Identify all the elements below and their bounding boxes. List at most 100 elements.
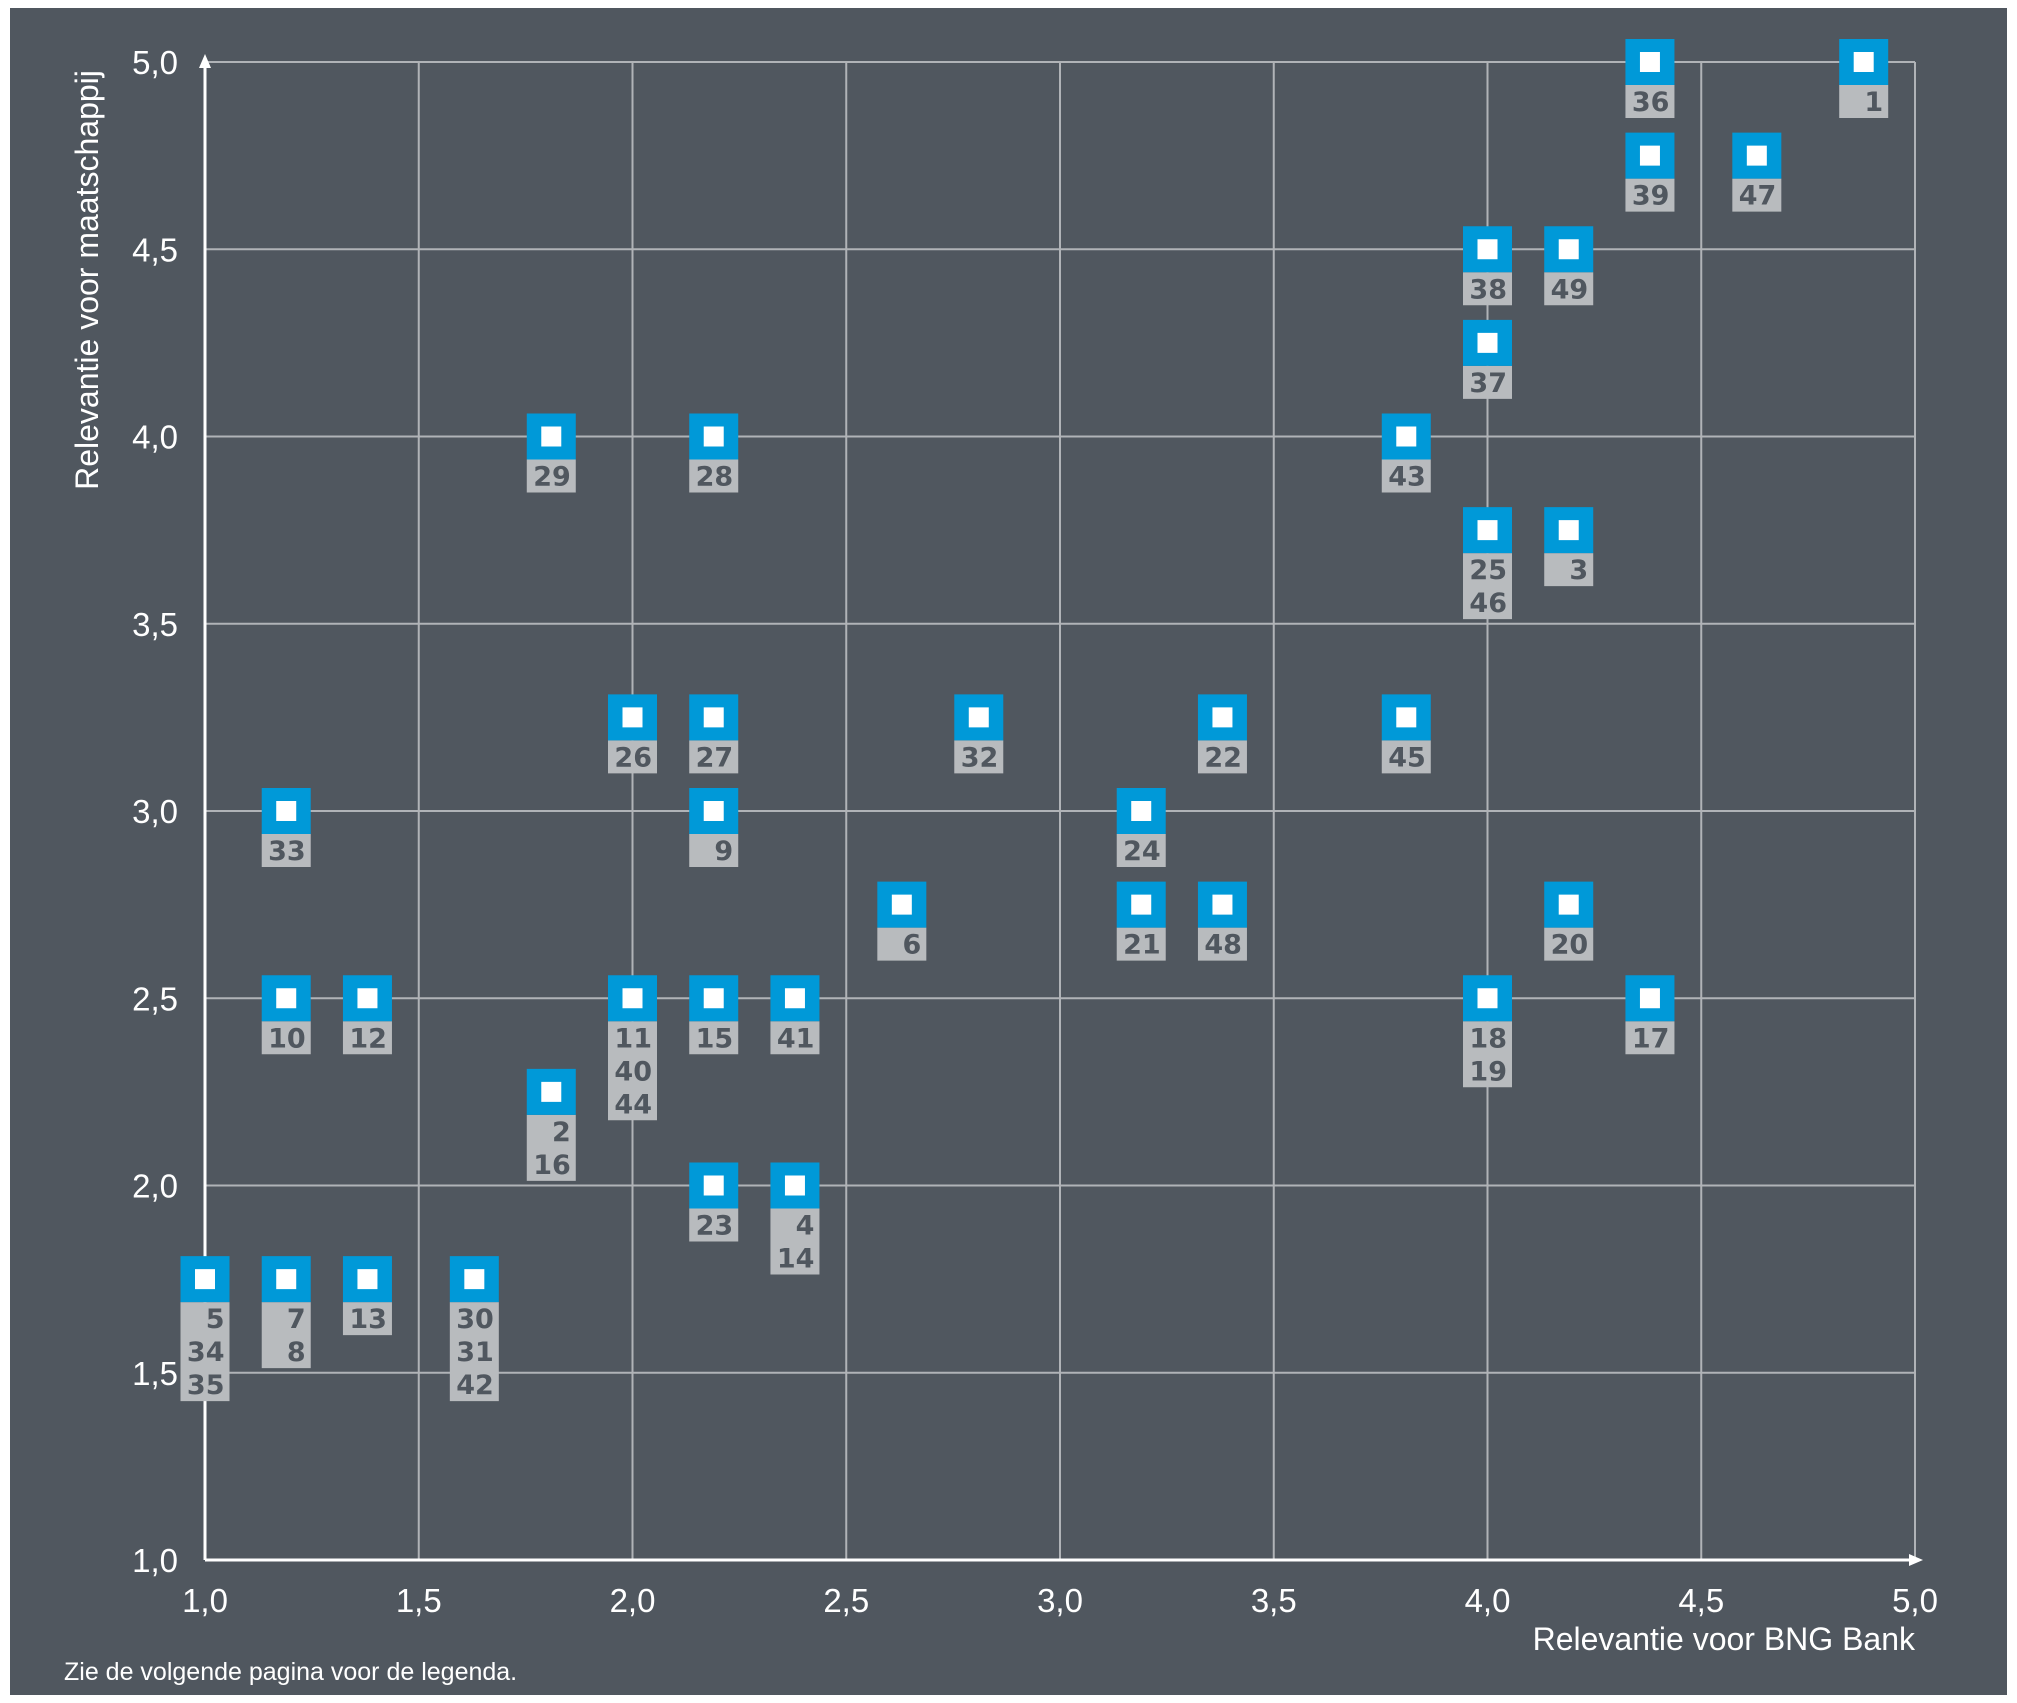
point-label: 5: [206, 1304, 225, 1335]
data-point: 49: [1544, 226, 1594, 306]
point-label: 26: [614, 742, 652, 773]
y-axis-arrow: [199, 54, 211, 68]
point-label-box: [526, 459, 576, 493]
data-point: 22: [1197, 694, 1247, 774]
point-marker-inner: [541, 1081, 562, 1102]
point-label: 17: [1632, 1023, 1670, 1054]
point-marker-inner: [1131, 894, 1152, 915]
point-marker-inner: [276, 1269, 297, 1290]
point-label-box: [1463, 553, 1512, 620]
point-label: 47: [1739, 181, 1777, 212]
point-marker-inner: [1212, 707, 1233, 728]
point-label: 32: [961, 742, 999, 773]
point-label-box: [689, 740, 739, 774]
point-label-box: [1463, 365, 1512, 399]
data-point: 216: [526, 1068, 576, 1181]
data-point: 38: [1463, 226, 1512, 306]
point-marker-inner: [1558, 894, 1579, 915]
point-label-box: [526, 1114, 576, 1181]
point-marker-inner: [1746, 145, 1767, 166]
point-label: 21: [1123, 930, 1161, 961]
point-label: 6: [903, 930, 922, 961]
point-marker-inner: [622, 988, 643, 1009]
data-point: 28: [689, 413, 739, 493]
point-label: 12: [349, 1023, 387, 1054]
point-marker-inner: [1477, 520, 1498, 541]
point-label-box: [180, 1302, 230, 1402]
point-marker-inner: [703, 426, 724, 447]
point-label: 36: [1632, 87, 1670, 118]
data-point: 32: [954, 694, 1004, 774]
point-label: 39: [1632, 181, 1670, 212]
point-label: 16: [533, 1150, 571, 1181]
point-label-box: [954, 740, 1004, 774]
point-label-box: [1544, 927, 1594, 961]
point-label-box: [261, 1021, 311, 1055]
x-tick-label: 2,0: [610, 1582, 656, 1619]
x-tick-label: 4,5: [1678, 1582, 1724, 1619]
point-marker-inner: [1639, 988, 1660, 1009]
y-tick-label: 2,0: [132, 1168, 178, 1205]
data-point: 48: [1197, 881, 1247, 961]
point-marker-inner: [195, 1269, 215, 1290]
y-tick-label: 1,0: [132, 1542, 178, 1579]
point-label-box: [1116, 927, 1166, 961]
point-label-box: [261, 1302, 311, 1369]
point-marker-inner: [622, 707, 643, 728]
point-marker-inner: [276, 801, 297, 821]
chart-panel: [10, 8, 2007, 1695]
point-label: 23: [696, 1211, 734, 1242]
point-label: 10: [268, 1023, 306, 1054]
point-label: 28: [696, 462, 734, 493]
y-axis-label: Relevantie voor maatschappij: [69, 70, 105, 490]
data-point: 6: [877, 881, 927, 961]
data-point: 17: [1625, 975, 1675, 1055]
point-marker-inner: [276, 988, 297, 1009]
point-label-box: [1381, 740, 1431, 774]
point-marker-inner: [1131, 801, 1152, 821]
point-marker-inner: [1212, 894, 1233, 915]
x-tick-label: 3,0: [1037, 1582, 1083, 1619]
point-label: 45: [1388, 742, 1426, 773]
point-label: 11: [614, 1023, 652, 1054]
x-tick-label: 3,5: [1251, 1582, 1297, 1619]
data-point: 3: [1544, 507, 1594, 587]
point-marker-inner: [1558, 520, 1579, 541]
point-label: 24: [1123, 836, 1161, 867]
point-label: 30: [456, 1304, 494, 1335]
y-tick-label: 3,5: [132, 606, 178, 643]
point-label-box: [608, 1021, 657, 1121]
point-label-box: [1463, 1021, 1512, 1088]
point-marker-inner: [1396, 426, 1417, 447]
point-marker-inner: [1558, 239, 1579, 260]
point-label: 33: [268, 836, 306, 867]
data-point: 45: [1381, 694, 1431, 774]
point-label-box: [1625, 85, 1675, 118]
point-marker-inner: [703, 1175, 724, 1196]
point-label: 18: [1469, 1023, 1507, 1054]
point-label: 40: [614, 1056, 652, 1087]
point-label: 38: [1469, 274, 1507, 305]
data-point: 37: [1463, 319, 1512, 399]
point-marker-inner: [1477, 332, 1498, 353]
point-marker-inner: [464, 1269, 485, 1290]
point-label: 46: [1469, 588, 1507, 619]
point-label-box: [1381, 459, 1431, 493]
point-label-box: [1544, 553, 1594, 587]
point-label-box: [1197, 740, 1247, 774]
point-label-box: [689, 459, 739, 493]
point-marker-inner: [703, 707, 724, 728]
point-label-box: [1116, 834, 1166, 867]
data-point: 27: [689, 694, 739, 774]
point-label-box: [342, 1021, 392, 1055]
point-label: 7: [287, 1304, 306, 1335]
y-tick-label: 5,0: [132, 44, 178, 81]
x-tick-label: 4,0: [1465, 1582, 1511, 1619]
point-label: 31: [456, 1337, 494, 1368]
data-point: 39: [1625, 132, 1675, 212]
